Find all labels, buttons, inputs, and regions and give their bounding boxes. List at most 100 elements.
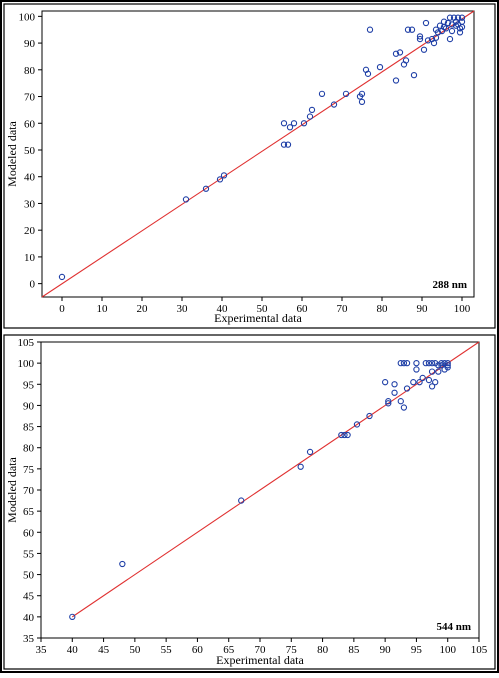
y-tick-label: 75	[23, 464, 35, 476]
data-point	[444, 364, 451, 371]
points-group	[69, 359, 451, 621]
y-axis-label: Modeled data	[5, 457, 19, 523]
data-point	[358, 98, 366, 106]
y-tick-label: 105	[18, 337, 35, 349]
tick-group: 0 10 20 30 40 50 60 70 80 90 100 0 10 20 30 40 50 60 70 80 9…	[19, 11, 471, 315]
x-tick-label: 90	[417, 303, 429, 315]
data-point	[428, 359, 436, 367]
x-tick-label: 70	[255, 644, 267, 656]
y-tick-label: 80	[24, 65, 36, 77]
data-point	[385, 398, 392, 405]
plot-area	[41, 10, 475, 298]
data-point	[358, 90, 366, 98]
data-point	[391, 381, 398, 388]
y-tick-label: 95	[23, 379, 35, 391]
data-point	[385, 400, 392, 407]
data-point	[366, 412, 373, 420]
panel-544-border	[3, 334, 496, 670]
data-point	[392, 50, 400, 57]
fit-line	[71, 341, 480, 618]
data-point	[430, 39, 438, 47]
y-tick-label: 70	[23, 485, 35, 497]
data-point	[434, 29, 442, 36]
x-tick-label: 90	[380, 644, 392, 656]
tick-group: 35 40 45 50 55 60 65 70 75 80 85 90 95 100 105 35 40 45 50…	[18, 337, 488, 656]
data-point	[425, 359, 433, 367]
data-point	[419, 374, 426, 382]
data-point	[448, 27, 456, 35]
data-point	[413, 359, 420, 367]
y-tick-label: 70	[24, 92, 36, 104]
data-point	[396, 49, 404, 56]
data-point	[428, 368, 436, 375]
data-point	[444, 362, 451, 369]
data-point	[342, 90, 350, 98]
data-point	[364, 70, 372, 77]
y-tick-label: 45	[23, 591, 35, 603]
x-tick-label: 70	[337, 303, 349, 315]
x-tick-label: 50	[257, 303, 269, 315]
data-point	[446, 14, 454, 21]
data-point	[428, 383, 436, 390]
x-tick-label: 40	[217, 303, 229, 315]
data-point	[286, 124, 294, 131]
data-point	[182, 196, 190, 203]
fit-line	[41, 10, 475, 298]
x-axis-label: Experimental data	[214, 311, 302, 325]
data-point	[308, 106, 316, 114]
y-tick-label: 60	[24, 118, 36, 130]
data-point	[424, 37, 432, 44]
y-tick-label: 40	[24, 172, 36, 184]
data-point	[410, 379, 417, 386]
x-tick-label: 100	[439, 644, 456, 656]
data-point	[238, 497, 245, 504]
x-axis-label: Experimental data	[216, 653, 304, 667]
x-tick-label: 30	[177, 303, 189, 315]
data-point	[297, 463, 304, 470]
data-point	[330, 101, 338, 108]
data-point	[392, 77, 400, 84]
y-tick-label: 55	[23, 548, 35, 560]
data-point	[119, 560, 126, 568]
data-point	[416, 35, 424, 43]
data-point	[366, 26, 374, 33]
x-tick-label: 100	[454, 303, 471, 315]
chart-288nm: 0 10 20 30 40 50 60 70 80 90 100 0 10 20 30 40 50 60 70 80 9…	[5, 10, 475, 325]
data-point	[436, 22, 444, 29]
data-point	[410, 71, 418, 79]
data-point	[58, 273, 66, 281]
x-tick-label: 60	[297, 303, 309, 315]
data-point	[408, 26, 416, 33]
data-point	[413, 366, 420, 373]
data-point	[344, 431, 351, 439]
data-point	[432, 34, 440, 41]
y-tick-label: 65	[23, 506, 35, 518]
x-tick-label: 65	[223, 644, 235, 656]
data-point	[280, 120, 288, 127]
x-tick-label: 35	[36, 644, 48, 656]
y-tick-label: 90	[23, 400, 35, 412]
x-tick-label: 50	[129, 644, 141, 656]
y-tick-label: 30	[24, 198, 36, 210]
x-tick-label: 0	[59, 303, 65, 315]
data-point	[220, 172, 228, 179]
points-group	[58, 14, 466, 281]
data-point	[400, 404, 408, 411]
y-tick-label: 90	[24, 38, 36, 50]
data-point	[216, 176, 224, 183]
data-point	[420, 46, 428, 53]
data-point	[69, 613, 76, 621]
data-point	[338, 431, 345, 439]
data-point	[400, 359, 408, 367]
y-tick-label: 85	[23, 422, 35, 434]
data-point	[391, 389, 398, 396]
x-tick-label: 20	[137, 303, 149, 315]
data-point	[397, 398, 404, 405]
y-tick-label: 50	[24, 145, 36, 157]
y-tick-label: 80	[23, 443, 35, 455]
data-point	[444, 19, 452, 27]
data-point	[376, 63, 384, 71]
data-point	[454, 14, 462, 21]
data-point	[381, 379, 389, 386]
